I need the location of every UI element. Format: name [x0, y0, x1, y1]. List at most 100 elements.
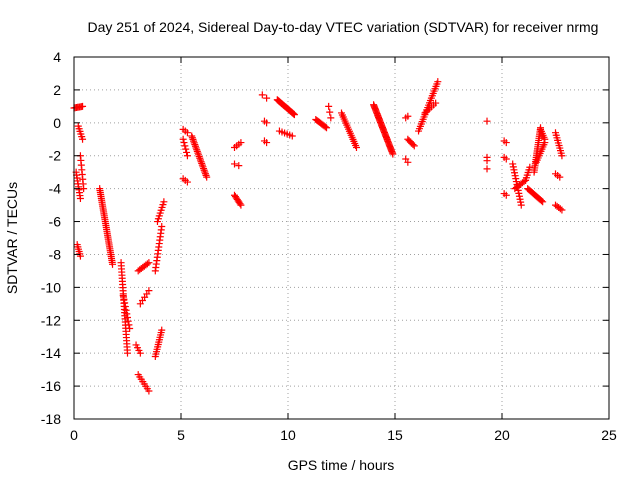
y-tick-label: -2 — [49, 148, 62, 164]
y-tick-label: -10 — [41, 279, 61, 295]
data-point — [200, 166, 208, 174]
data-point — [325, 102, 333, 110]
y-axis-label: SDTVAR / TECUs — [4, 182, 20, 294]
data-point — [290, 111, 298, 119]
data-point — [263, 139, 271, 147]
data-point — [200, 165, 208, 173]
y-tick-label: 4 — [53, 49, 61, 65]
data-point — [263, 94, 271, 102]
data-point — [321, 123, 329, 131]
data-point — [195, 151, 203, 159]
data-point — [511, 172, 519, 180]
data-point — [145, 259, 153, 267]
data-point — [326, 108, 334, 116]
data-point — [516, 195, 524, 203]
data-point — [124, 317, 132, 325]
data-point — [539, 198, 547, 206]
data-point — [289, 109, 297, 117]
y-tick-label: -14 — [41, 345, 61, 361]
plot-frame — [73, 56, 610, 420]
data-point — [235, 162, 243, 170]
y-tick-label: 2 — [53, 82, 61, 98]
data-point — [236, 200, 244, 208]
data-point — [190, 137, 198, 145]
x-tick-label: 5 — [177, 427, 185, 443]
data-point — [125, 321, 133, 329]
data-point — [509, 160, 517, 168]
data-point — [194, 149, 202, 157]
y-tick-label: -6 — [49, 214, 62, 230]
x-tick-label: 25 — [601, 427, 617, 443]
data-point — [122, 306, 130, 314]
data-point — [515, 192, 523, 200]
data-point — [196, 154, 204, 162]
data-point — [121, 299, 129, 307]
data-point — [510, 166, 518, 174]
data-point — [160, 198, 168, 206]
data-point — [410, 142, 418, 150]
data-point — [502, 191, 510, 199]
data-point — [520, 178, 528, 186]
data-point — [389, 150, 397, 158]
data-point — [191, 142, 199, 150]
data-point — [538, 197, 546, 205]
y-tick-label: -12 — [41, 312, 61, 328]
axis-ticks: 0 5 10 15 20 25 -18 -16 -14 -12 -10 -8 -6 -4 -2 0 2 4 — [41, 49, 617, 443]
data-point — [434, 78, 442, 86]
data-point — [120, 295, 128, 303]
data-point — [136, 349, 144, 357]
data-point — [191, 141, 199, 149]
y-tick-label: 0 — [53, 115, 61, 131]
data-point — [123, 310, 131, 318]
grid — [74, 57, 609, 419]
data-point — [119, 292, 127, 300]
data-point — [404, 112, 412, 120]
data-point — [183, 178, 191, 186]
data-point — [526, 163, 534, 171]
data-point — [180, 139, 188, 147]
data-point — [193, 146, 201, 154]
data-point — [288, 132, 296, 140]
data-point — [195, 153, 203, 161]
data-point — [502, 139, 510, 147]
data-point — [409, 141, 417, 149]
data-point — [183, 148, 191, 156]
x-tick-label: 10 — [280, 427, 296, 443]
data-point — [231, 160, 238, 168]
data-point — [483, 157, 491, 165]
data-point — [79, 102, 87, 110]
data-point — [203, 173, 211, 181]
data-point — [76, 252, 84, 260]
data-point — [124, 349, 131, 357]
data-point — [198, 159, 206, 167]
data-point — [202, 171, 210, 179]
data-point — [404, 158, 412, 166]
data-point — [121, 303, 129, 311]
data-point — [189, 135, 197, 143]
data-point — [517, 201, 525, 209]
data-point — [237, 139, 245, 147]
data-point — [512, 175, 520, 183]
data-points — [70, 78, 566, 395]
data-point — [179, 135, 187, 143]
data-point — [201, 168, 209, 176]
data-point — [512, 178, 520, 186]
data-point — [181, 142, 189, 150]
data-point — [237, 201, 245, 209]
data-point — [327, 114, 335, 122]
data-point — [188, 132, 196, 140]
data-point — [556, 205, 564, 213]
data-point — [509, 163, 517, 171]
data-point — [183, 129, 191, 137]
data-point — [517, 198, 525, 206]
data-point — [183, 152, 191, 160]
data-point — [76, 195, 84, 203]
y-tick-label: -4 — [49, 181, 62, 197]
data-point — [145, 387, 153, 395]
data-point — [541, 135, 549, 143]
data-point — [182, 145, 190, 153]
data-point — [515, 189, 523, 197]
x-axis-label: GPS time / hours — [288, 457, 395, 473]
data-point — [290, 110, 298, 118]
